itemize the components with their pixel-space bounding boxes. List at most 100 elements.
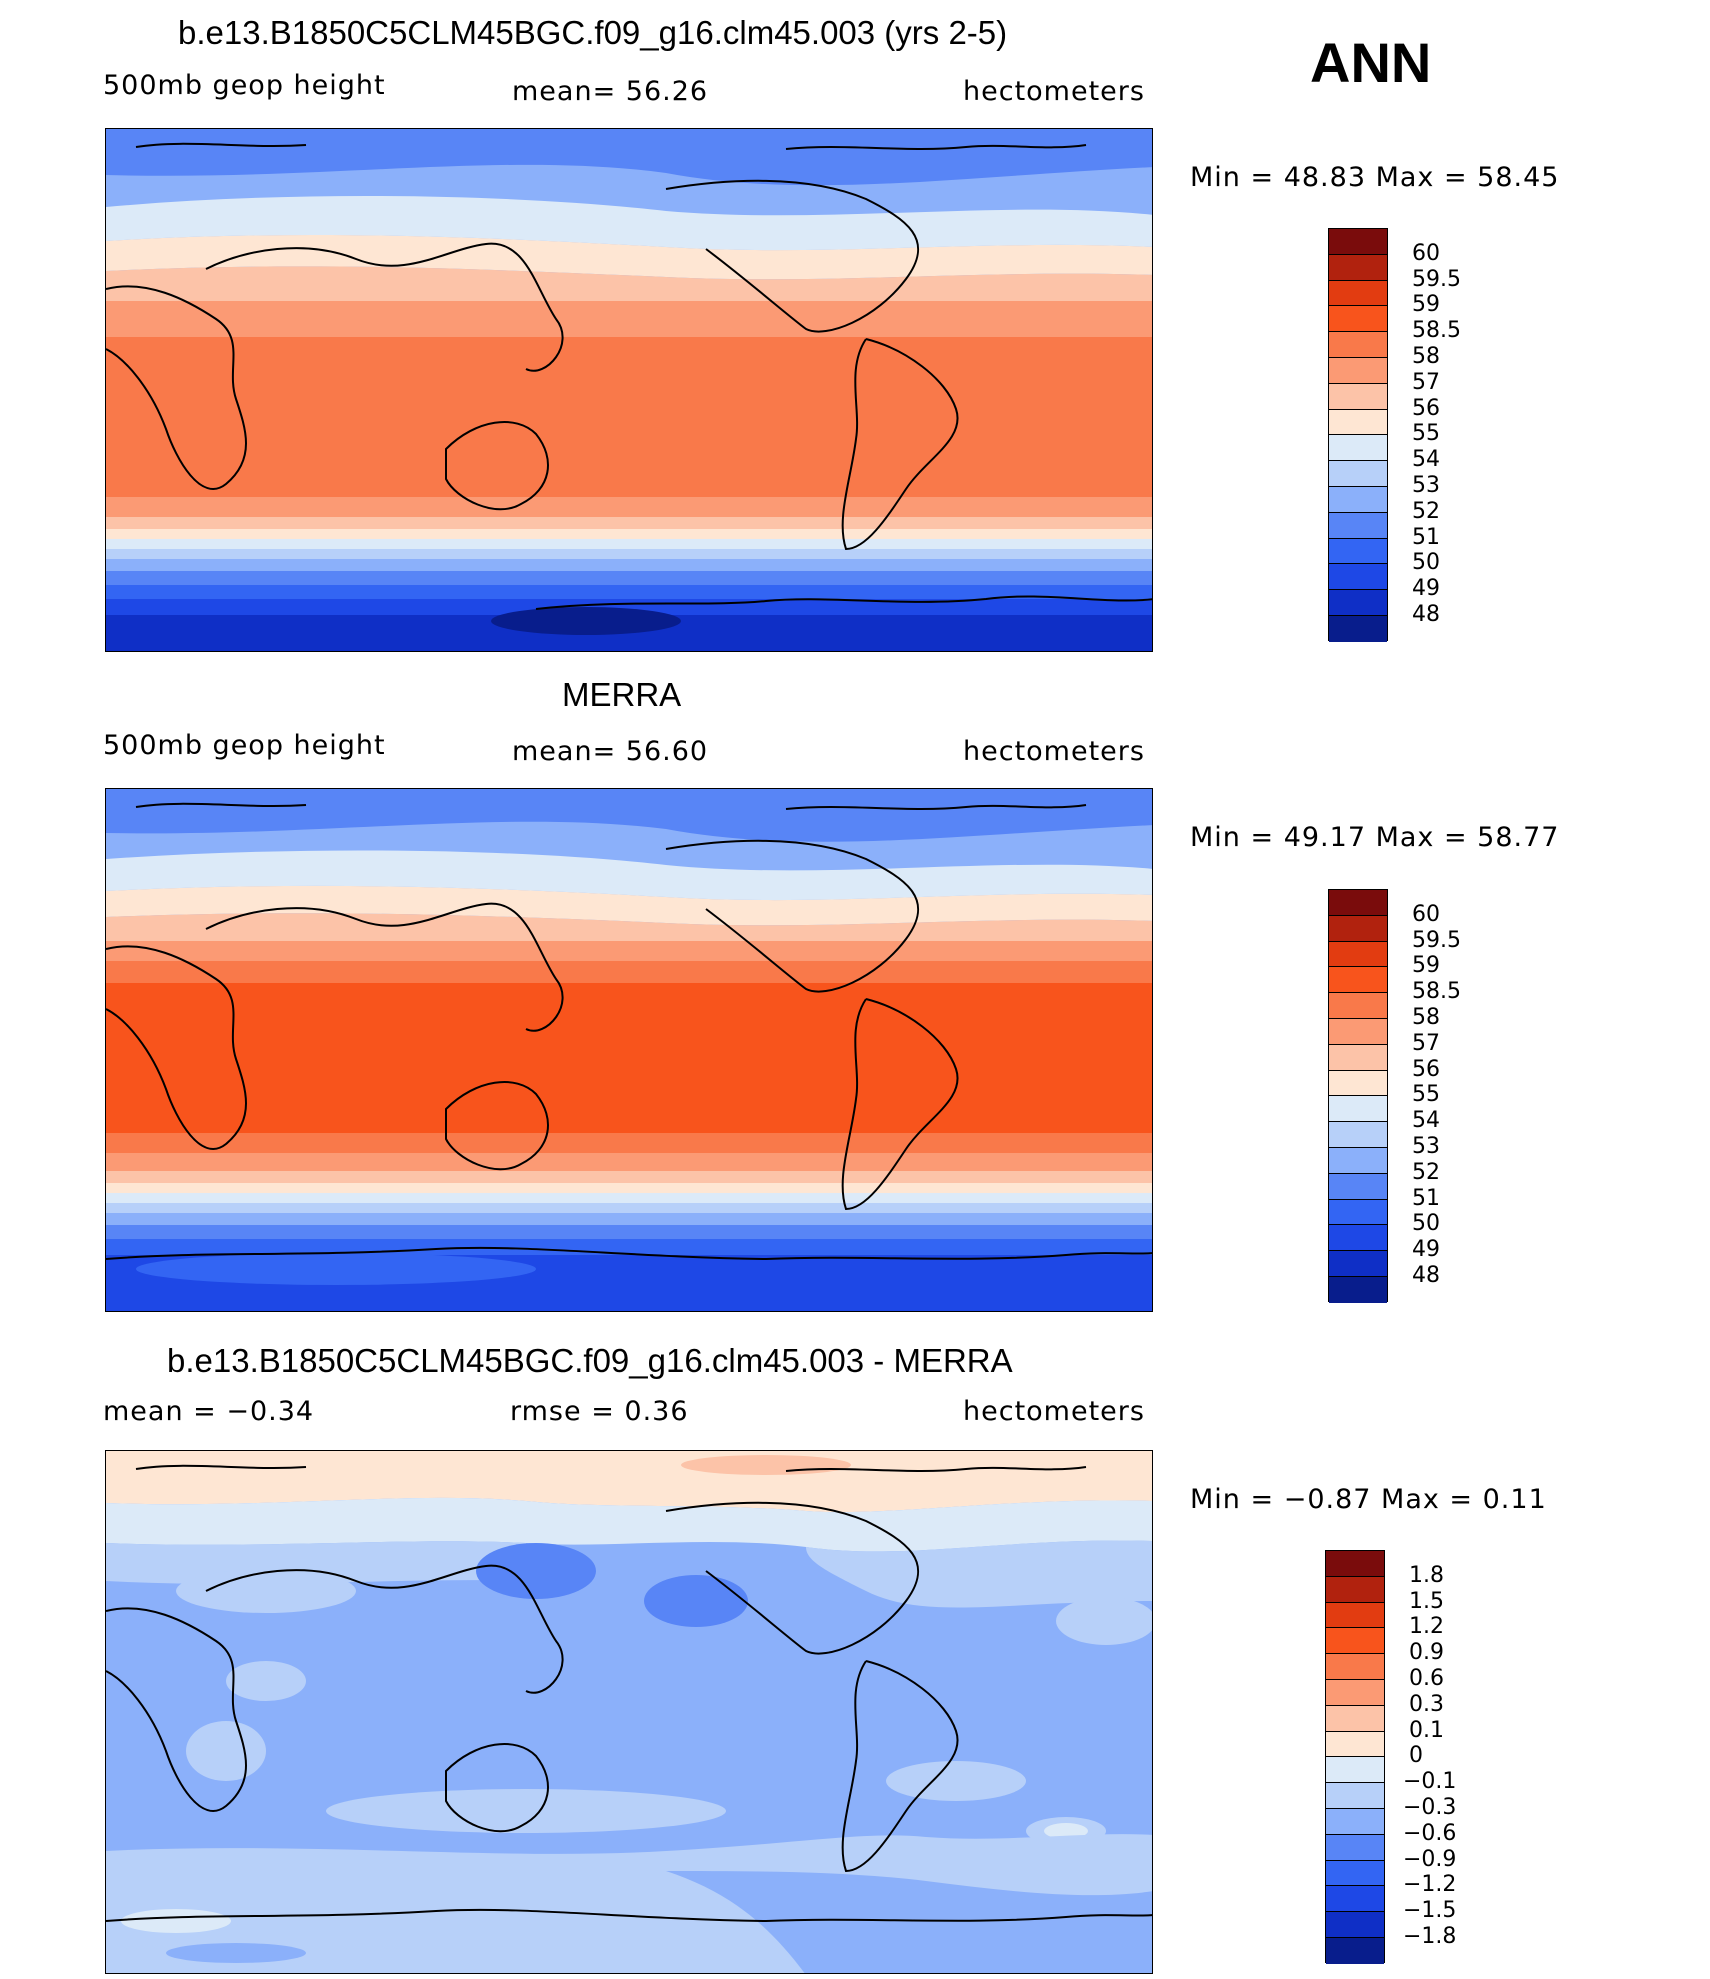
colorbar-swatch xyxy=(1326,1679,1384,1706)
panel-mean-label: mean= 56.26 xyxy=(512,76,709,107)
colorbar-swatch xyxy=(1329,512,1387,539)
colorbar-tick-label: 56 xyxy=(1412,395,1440,421)
colorbar-swatch xyxy=(1326,1602,1384,1629)
colorbar-tick-label: 1.5 xyxy=(1409,1588,1444,1614)
colorbar-swatch xyxy=(1329,332,1387,358)
colorbar-tick-label: 48 xyxy=(1412,1263,1440,1288)
colorbar-tick-label: 52 xyxy=(1412,498,1440,524)
colorbar-swatch xyxy=(1329,1199,1387,1226)
colorbar-swatch xyxy=(1329,383,1387,410)
colorbar-tick-label: −0.3 xyxy=(1403,1795,1457,1820)
colorbar-swatch xyxy=(1329,1044,1387,1071)
panel-units-label: hectometers xyxy=(963,1396,1145,1427)
colorbar-swatch xyxy=(1329,941,1387,968)
colorbar-swatch xyxy=(1326,1860,1384,1887)
colorbar-tick-label: 58.5 xyxy=(1412,318,1461,344)
colorbar-swatch xyxy=(1329,967,1387,994)
colorbar-tick-label: 53 xyxy=(1412,473,1440,498)
colorbar-swatch xyxy=(1329,435,1387,462)
colorbar-swatch xyxy=(1329,306,1387,333)
colorbar-tick-label: 0.6 xyxy=(1409,1666,1444,1691)
colorbar-tick-label: 56 xyxy=(1412,1056,1440,1082)
colorbar-tick-label: 59.5 xyxy=(1412,266,1461,292)
colorbar-swatch xyxy=(1326,1705,1384,1732)
colorbar-tick-label: 52 xyxy=(1412,1159,1440,1185)
colorbar-swatch xyxy=(1329,1225,1387,1252)
colorbar-swatch xyxy=(1329,890,1387,916)
colorbar-tick-label: 54 xyxy=(1412,1108,1440,1134)
colorbar-tick-label: 0 xyxy=(1409,1743,1423,1769)
colorbar-swatches xyxy=(1325,1550,1385,1964)
colorbar-swatch xyxy=(1329,993,1387,1019)
panel-minmax: Min = −0.87 Max = 0.11 xyxy=(1190,1484,1547,1515)
colorbar-swatch xyxy=(1329,229,1387,255)
colorbar-swatch xyxy=(1329,1018,1387,1045)
colorbar-swatch xyxy=(1329,1070,1387,1097)
colorbar-tick-label: −0.9 xyxy=(1403,1846,1457,1872)
colorbar-swatches xyxy=(1328,889,1388,1303)
panel-title: MERRA xyxy=(562,676,682,713)
colorbar-tick-label: −0.1 xyxy=(1403,1769,1457,1795)
colorbar-tick-label: 58 xyxy=(1412,1005,1440,1030)
colorbar-tick-label: 57 xyxy=(1412,1030,1440,1056)
season-label: ANN xyxy=(1310,31,1432,94)
colorbar-tick-label: 50 xyxy=(1412,550,1440,576)
panel-title: b.e13.B1850C5CLM45BGC.f09_g16.clm45.003 … xyxy=(178,14,1008,51)
colorbar-swatch xyxy=(1329,564,1387,591)
contour-map xyxy=(105,128,1153,652)
colorbar-swatch xyxy=(1329,1096,1387,1123)
colorbar-tick-label: 49 xyxy=(1412,576,1440,602)
panel-left-label: mean = −0.34 xyxy=(103,1396,315,1427)
contour-map xyxy=(105,1450,1153,1974)
colorbar-swatch xyxy=(1326,1576,1384,1603)
colorbar-swatches xyxy=(1328,228,1388,642)
colorbar-tick-label: 58 xyxy=(1412,344,1440,369)
colorbar-swatch xyxy=(1326,1834,1384,1861)
panel-minmax: Min = 48.83 Max = 58.45 xyxy=(1190,162,1560,193)
colorbar-tick-label: 58.5 xyxy=(1412,979,1461,1005)
colorbar-tick-label: 1.8 xyxy=(1409,1562,1444,1588)
colorbar-swatch xyxy=(1329,1276,1387,1303)
colorbar-swatch xyxy=(1326,1628,1384,1655)
colorbar-swatch xyxy=(1326,1886,1384,1913)
colorbar-swatch xyxy=(1329,254,1387,281)
colorbar-tick-label: 0.1 xyxy=(1409,1717,1444,1743)
panel-minmax: Min = 49.17 Max = 58.77 xyxy=(1190,822,1560,853)
colorbar-tick-label: 54 xyxy=(1412,447,1440,473)
colorbar-tick-label: 59 xyxy=(1412,953,1440,979)
colorbar-swatch xyxy=(1326,1731,1384,1758)
colorbar-swatch xyxy=(1329,1251,1387,1277)
colorbar-swatch xyxy=(1329,1147,1387,1174)
colorbar-tick-label: 0.3 xyxy=(1409,1691,1444,1717)
panel-title: b.e13.B1850C5CLM45BGC.f09_g16.clm45.003 … xyxy=(167,1342,1013,1379)
colorbar-tick-label: 1.2 xyxy=(1409,1614,1444,1640)
colorbar-swatch xyxy=(1326,1937,1384,1964)
colorbar-tick-label: 50 xyxy=(1412,1211,1440,1237)
colorbar-swatch xyxy=(1329,280,1387,307)
colorbar-swatch xyxy=(1329,590,1387,616)
colorbar-tick-label: 59.5 xyxy=(1412,927,1461,953)
contour-map xyxy=(105,788,1153,1312)
colorbar-swatch xyxy=(1329,486,1387,513)
panel-units-label: hectometers xyxy=(963,736,1145,767)
colorbar-tick-label: 60 xyxy=(1412,901,1440,927)
panel-units-label: hectometers xyxy=(963,76,1145,107)
colorbar-swatch xyxy=(1326,1757,1384,1784)
colorbar-tick-label: 0.9 xyxy=(1409,1640,1444,1666)
colorbar-swatch xyxy=(1329,357,1387,384)
colorbar-swatch xyxy=(1329,615,1387,642)
colorbar-tick-label: 55 xyxy=(1412,1082,1440,1108)
colorbar-swatch xyxy=(1326,1808,1384,1835)
colorbar-tick-label: 60 xyxy=(1412,240,1440,266)
colorbar-tick-label: −0.6 xyxy=(1403,1820,1457,1846)
colorbar-tick-label: 48 xyxy=(1412,602,1440,627)
panel-mean-label: mean= 56.60 xyxy=(512,736,709,767)
colorbar-tick-label: 53 xyxy=(1412,1134,1440,1159)
colorbar-swatch xyxy=(1329,1173,1387,1200)
panel-mean-label: rmse = 0.36 xyxy=(510,1396,689,1427)
colorbar-tick-label: −1.5 xyxy=(1403,1898,1457,1924)
colorbar-swatch xyxy=(1329,915,1387,942)
colorbar-swatch xyxy=(1326,1783,1384,1809)
colorbar-swatch xyxy=(1326,1654,1384,1680)
colorbar-swatch xyxy=(1329,461,1387,487)
